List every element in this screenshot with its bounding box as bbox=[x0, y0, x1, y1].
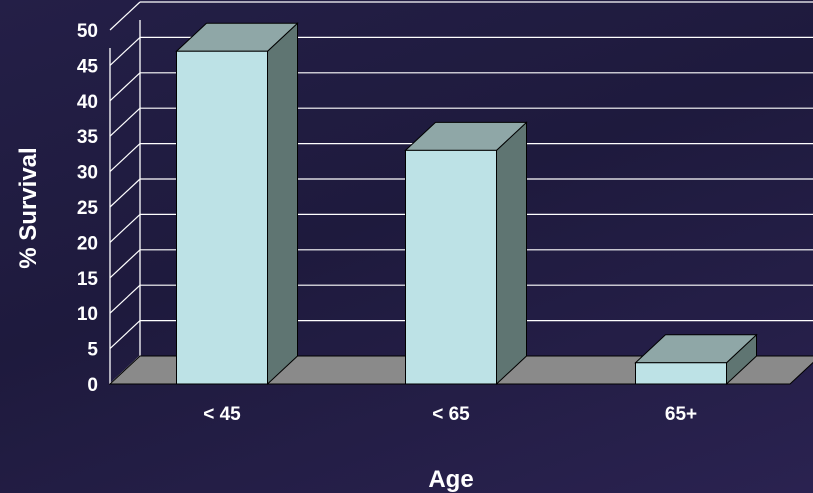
x-tick-label: < 45 bbox=[203, 404, 241, 425]
bar bbox=[175, 22, 299, 386]
x-tick-label: 65+ bbox=[665, 404, 697, 425]
y-axis-ticks: 0 5 10 15 20 25 30 35 40 45 50 bbox=[77, 21, 99, 396]
y-tick-label: 15 bbox=[77, 269, 99, 290]
y-axis-label: % Survival bbox=[15, 147, 42, 268]
gridline-connector bbox=[109, 72, 141, 102]
bar-front bbox=[405, 149, 497, 385]
x-axis-label: Age bbox=[428, 466, 473, 493]
gridline-connector bbox=[109, 320, 141, 350]
bars bbox=[175, 22, 758, 386]
gridline-connector bbox=[109, 143, 141, 173]
gridline-connector bbox=[109, 36, 141, 66]
bar-front bbox=[176, 50, 268, 385]
y-tick-label: 5 bbox=[87, 340, 98, 361]
x-axis-ticks: < 45 < 65 65+ bbox=[203, 404, 697, 425]
bar bbox=[634, 333, 758, 386]
y-tick-label: 35 bbox=[77, 127, 99, 148]
y-tick-label: 10 bbox=[77, 304, 98, 325]
bar-side bbox=[267, 22, 298, 386]
gridline-connector bbox=[109, 107, 141, 137]
y-tick-label: 0 bbox=[87, 375, 98, 396]
bar-front bbox=[635, 362, 727, 385]
bar bbox=[404, 121, 528, 386]
bar-side bbox=[496, 121, 527, 386]
gridline-connector bbox=[109, 249, 141, 279]
gridline-connector bbox=[109, 284, 141, 314]
y-tick-label: 25 bbox=[77, 198, 99, 219]
gridline-connector bbox=[109, 213, 141, 243]
gridline-connector bbox=[109, 1, 141, 31]
x-tick-label: < 65 bbox=[432, 404, 470, 425]
y-tick-label: 50 bbox=[77, 21, 98, 42]
y-tick-label: 40 bbox=[77, 92, 98, 113]
y-tick-label: 30 bbox=[77, 163, 98, 184]
gridline-connector bbox=[109, 178, 141, 208]
y-tick-label: 20 bbox=[77, 233, 98, 254]
y-tick-label: 45 bbox=[77, 56, 99, 77]
